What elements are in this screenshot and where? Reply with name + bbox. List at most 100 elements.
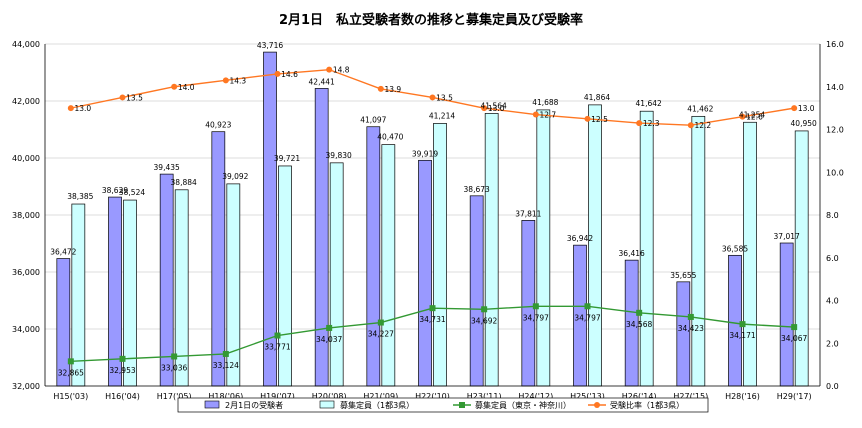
capacity-tokyo-label: 34,423	[678, 324, 704, 333]
bar-capacity	[329, 162, 344, 387]
x-tick-label: H22('10)	[415, 392, 450, 401]
bar-capacity-label: 38,385	[67, 192, 93, 201]
y-left-tick-label: 42,000	[12, 97, 40, 106]
x-tick-label: H21('09)	[363, 392, 398, 401]
bar-capacity	[691, 115, 706, 387]
capacity-tokyo-label: 34,568	[626, 320, 652, 329]
capacity-tokyo-point	[67, 358, 74, 365]
bar-capacity	[433, 123, 447, 387]
ratio-point	[687, 122, 694, 129]
x-tick-label: H19('07)	[260, 392, 295, 401]
capacity-tokyo-label: 32,865	[58, 368, 84, 377]
bar-capacity-label: 41,254	[739, 110, 765, 119]
capacity-tokyo-point	[222, 350, 229, 357]
capacity-tokyo-point	[481, 306, 488, 313]
capacity-tokyo-point	[739, 321, 746, 328]
capacity-tokyo-label: 34,731	[419, 315, 445, 324]
bar-capacity	[794, 130, 809, 387]
ratio-point	[274, 70, 281, 77]
ratio-point	[119, 94, 126, 101]
x-tick-label: H24('12)	[518, 392, 553, 401]
ratio-label: 13.0	[74, 104, 91, 113]
legend-label: 2月1日の受験者	[225, 400, 283, 410]
y-left-tick-label: 36,000	[12, 268, 40, 277]
bar-examinees-label: 36,585	[722, 244, 748, 253]
bar-examinees	[469, 195, 484, 387]
bar-examinees-label: 38,673	[464, 185, 490, 194]
ratio-label: 12.2	[694, 121, 711, 130]
bar-examinees-label: 40,923	[205, 121, 231, 130]
bar-capacity-label: 38,884	[171, 178, 197, 187]
bar-examinees	[676, 281, 691, 387]
legend-label: 受験比率（1都3県）	[610, 400, 684, 410]
y-right-tick-label: 6.0	[826, 254, 839, 263]
bar-capacity-label: 38,524	[119, 188, 145, 197]
bar-capacity	[381, 144, 396, 387]
capacity-tokyo-label: 33,771	[264, 343, 290, 352]
x-tick-label: H18('06)	[208, 392, 243, 401]
bar-examinees	[366, 126, 381, 387]
ratio-label: 12.5	[591, 115, 608, 124]
bar-capacity-label: 41,688	[532, 98, 558, 107]
capacity-tokyo-point	[584, 303, 591, 310]
bar-capacity	[743, 121, 757, 387]
x-tick-label: H20('08)	[312, 392, 347, 401]
capacity-tokyo-point	[791, 324, 798, 331]
bar-examinees-label: 36,472	[50, 248, 76, 257]
bar-examinees	[418, 159, 432, 387]
y-left-tick-label: 34,000	[12, 325, 40, 334]
bars	[56, 51, 809, 387]
bar-examinees-label: 39,435	[154, 163, 180, 172]
x-tick-label: H17('05)	[157, 392, 192, 401]
legend-swatch-marker	[459, 402, 465, 408]
ratio-label: 13.0	[798, 104, 815, 113]
capacity-tokyo-label: 34,227	[368, 330, 394, 339]
capacity-tokyo-label: 33,036	[161, 363, 187, 372]
bar-capacity-label: 41,214	[429, 111, 455, 120]
x-tick-label: H25('13)	[570, 392, 605, 401]
chart-title: 2月1日 私立受験者数の推移と募集定員及び受験率	[279, 12, 583, 28]
bar-capacity-label: 41,462	[687, 104, 713, 113]
ratio-point	[636, 120, 643, 127]
ratio-point	[739, 113, 746, 120]
ratio-point	[222, 77, 229, 84]
ratio-label: 13.0	[488, 104, 505, 113]
capacity-tokyo-label: 34,037	[316, 335, 342, 344]
capacity-tokyo-label: 32,953	[109, 366, 135, 375]
ratio-point	[584, 115, 591, 122]
ratio-label: 13.5	[126, 93, 143, 102]
y-right-tick-label: 2.0	[826, 339, 839, 348]
bar-examinees	[56, 258, 71, 387]
y-right-tick-label: 14.0	[826, 83, 844, 92]
capacity-tokyo-label: 34,797	[574, 313, 600, 322]
ratio-point	[67, 105, 74, 112]
bar-capacity-label: 39,830	[326, 151, 352, 160]
bar-capacity-label: 41,864	[584, 93, 610, 102]
bar-capacity	[536, 109, 551, 387]
bar-capacity-label: 41,564	[481, 101, 507, 110]
axes: 32,000 34,000 36,000 38,000 40,000 42,000 44,0…	[12, 40, 844, 401]
y-left-tick-label: 44,000	[12, 40, 40, 49]
bar-examinees-label: 43,716	[257, 41, 283, 50]
bar-examinees-label: 41,097	[360, 116, 386, 125]
y-right-tick-label: 12.0	[826, 126, 844, 135]
bar-examinees-label: 36,416	[619, 249, 645, 258]
lines	[67, 66, 798, 365]
ratio-label: 12.3	[643, 119, 660, 128]
capacity-tokyo-point	[636, 309, 643, 316]
capacity-tokyo-label: 34,797	[523, 313, 549, 322]
capacity-tokyo-point	[274, 332, 281, 339]
bar-examinees-label: 39,919	[412, 149, 438, 158]
ratio-label: 12.7	[539, 111, 556, 120]
bar-examinees	[521, 220, 536, 387]
capacity-tokyo-point	[171, 353, 178, 360]
capacity-tokyo-label: 33,124	[213, 361, 239, 370]
bar-capacity-label: 41,642	[636, 99, 662, 108]
ratio-label: 13.5	[436, 93, 453, 102]
x-tick-label: H27('15)	[673, 392, 708, 401]
x-tick-label: H15('03)	[53, 392, 88, 401]
ratio-label: 14.0	[178, 83, 195, 92]
capacity-tokyo-point	[429, 305, 436, 312]
